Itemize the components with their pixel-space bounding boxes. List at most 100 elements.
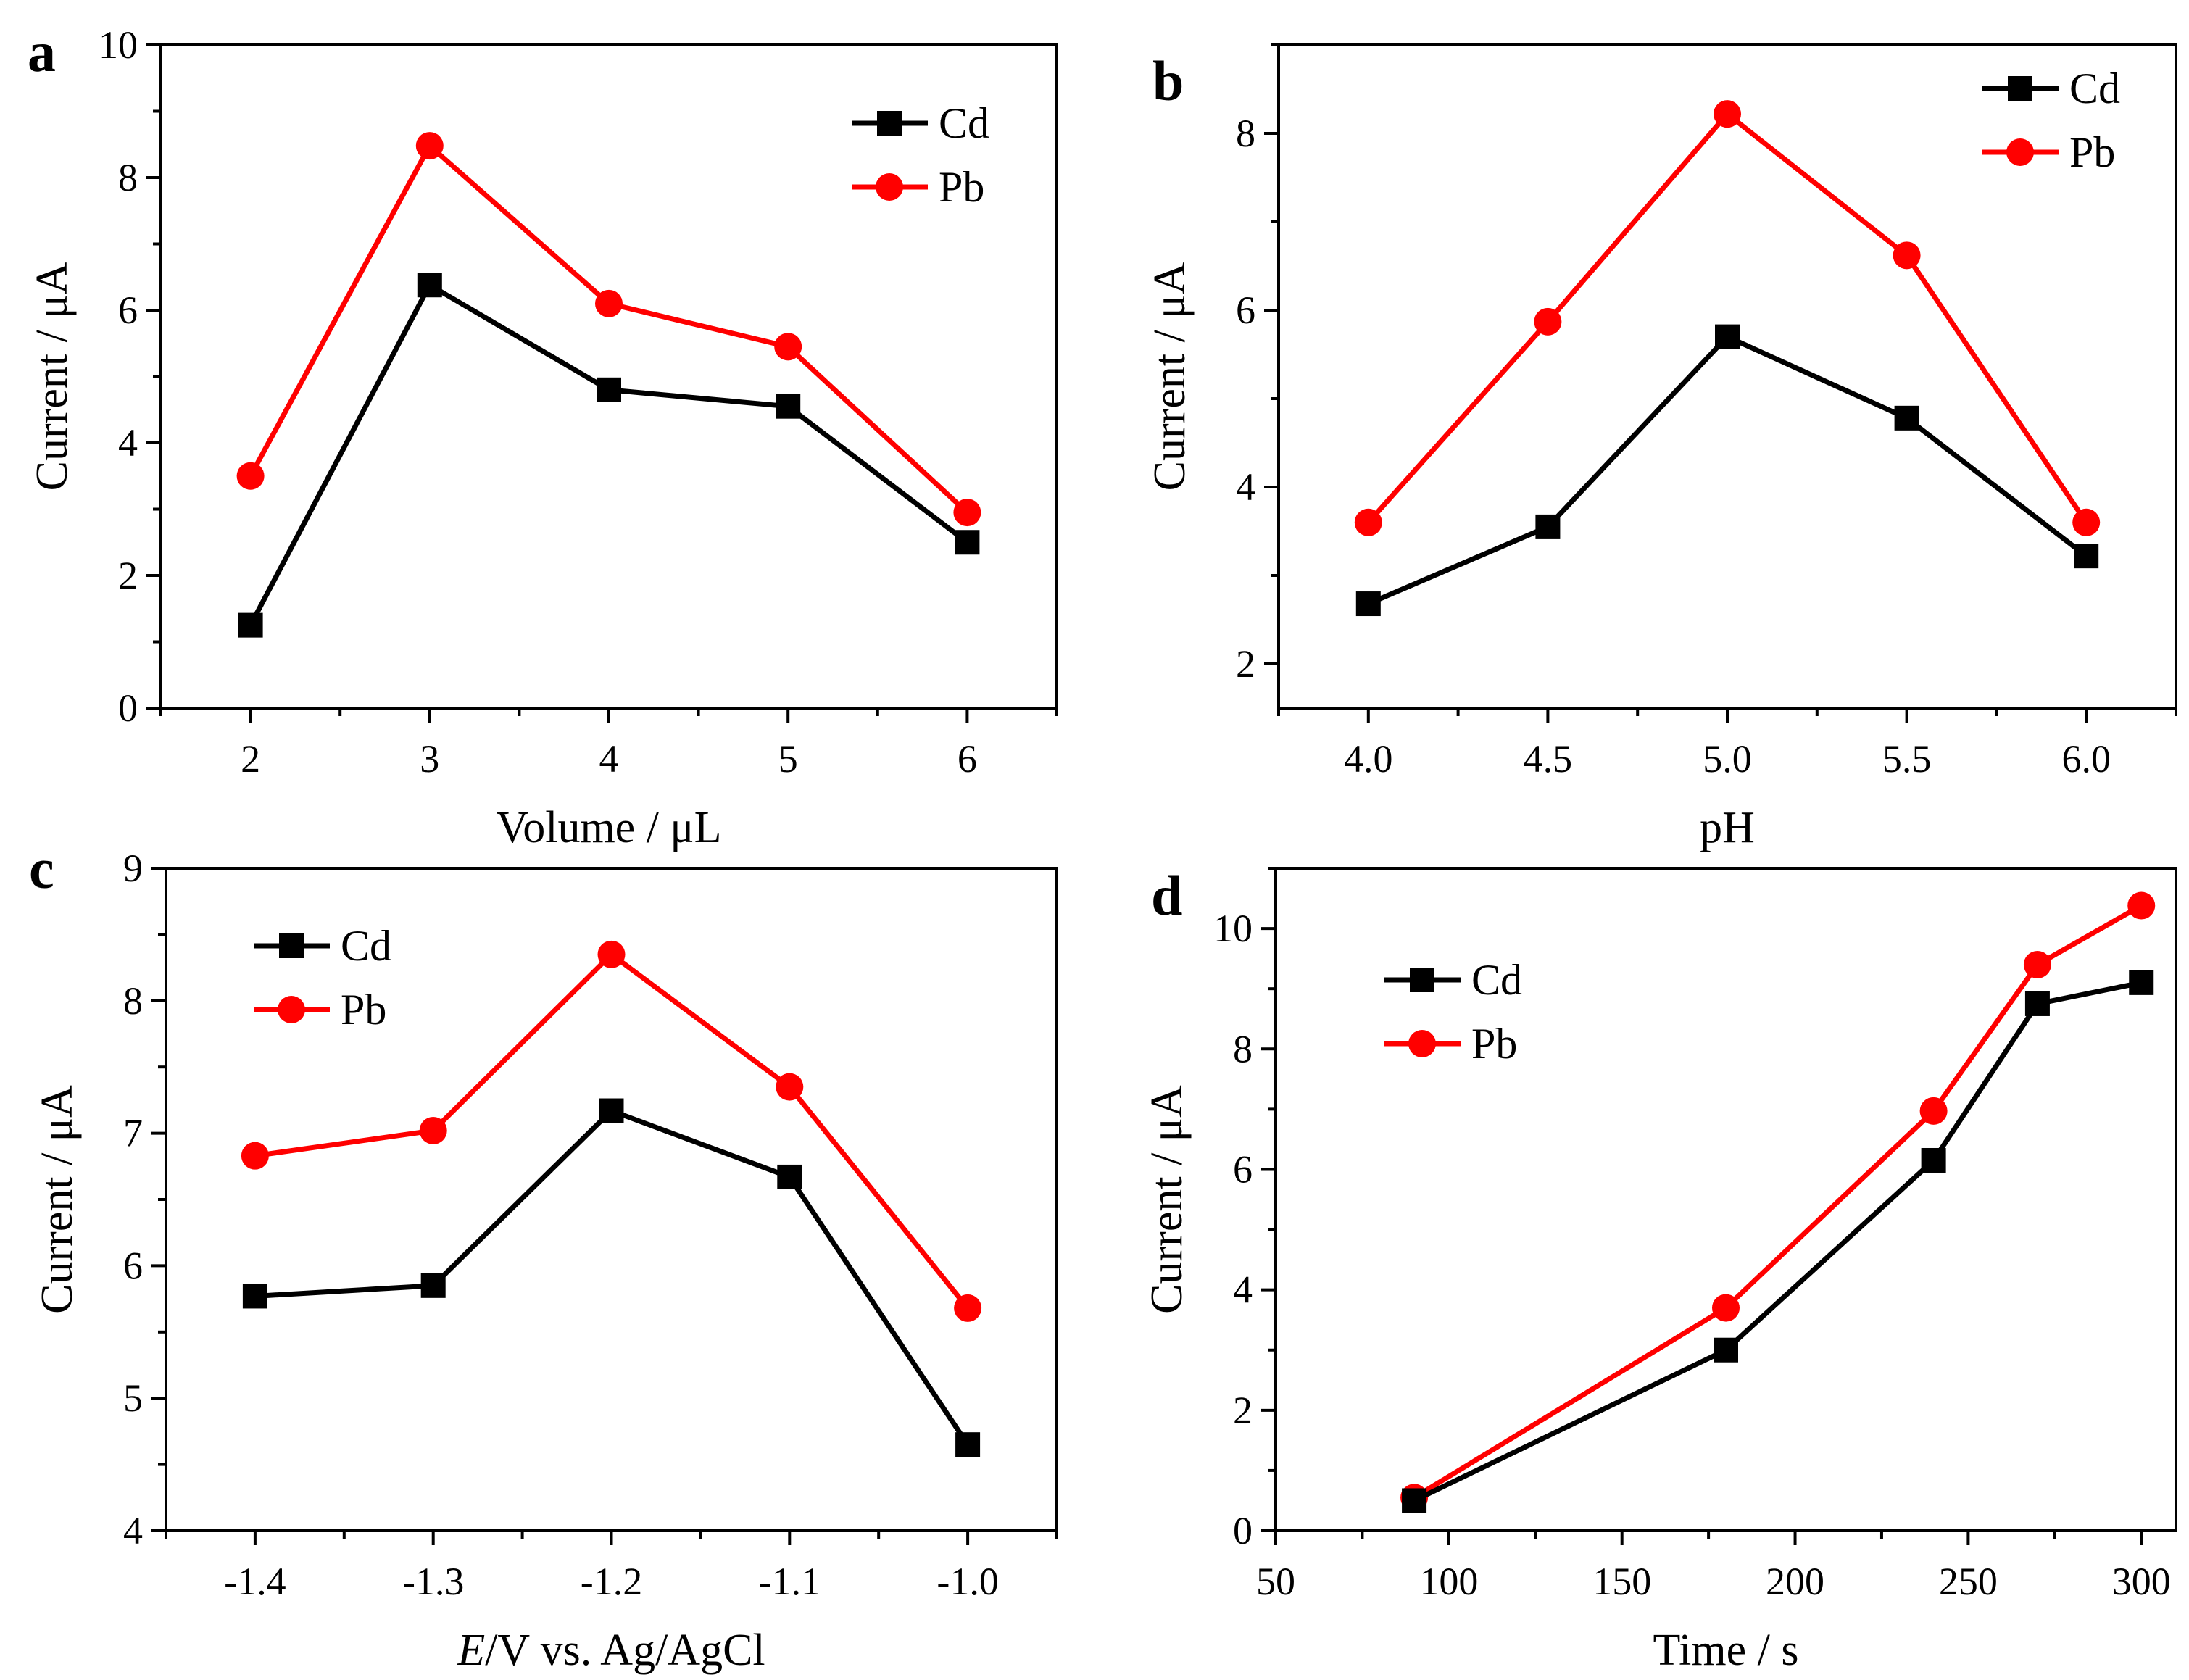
panel-letter: d xyxy=(1151,864,1182,927)
x-tick-label: -1.1 xyxy=(759,1560,821,1603)
x-tick-label: 50 xyxy=(1256,1560,1295,1603)
plot-frame xyxy=(159,43,1058,710)
data-point-pb xyxy=(954,1294,982,1322)
legend: Cd Pb xyxy=(1982,65,2120,176)
x-tick-label: 5 xyxy=(778,737,798,781)
legend-label-pb: Pb xyxy=(1471,1020,1517,1068)
data-point-cd xyxy=(1921,1147,1946,1173)
x-tick-label: 300 xyxy=(2112,1560,2171,1603)
y-tick-label: 6 xyxy=(1236,288,1255,332)
legend-label-cd: Cd xyxy=(341,922,391,970)
x-tick-label: 6 xyxy=(958,737,977,781)
legend: Cd Pb xyxy=(1384,956,1522,1068)
plot-frame xyxy=(1277,43,2177,710)
legend: Cd Pb xyxy=(852,99,989,211)
legend-label-pb: Pb xyxy=(341,986,386,1034)
x-tick-label: 4 xyxy=(599,737,619,781)
series-line-cd xyxy=(1413,980,2142,1503)
y-tick-label: 8 xyxy=(118,156,138,199)
y-tick-label: 4 xyxy=(1236,465,1255,509)
x-axis-title: E/V vs. Ag/AgCl xyxy=(457,1626,765,1675)
y-tick-label: 6 xyxy=(123,1244,143,1287)
y-tick-label: 5 xyxy=(123,1376,143,1420)
data-point-pb xyxy=(241,1142,269,1170)
x-tick-label: 5.5 xyxy=(1882,737,1932,781)
y-tick-label: 8 xyxy=(123,979,143,1023)
legend-marker-pb xyxy=(2006,138,2034,166)
y-tick-label: 4 xyxy=(123,1509,143,1552)
y-tick-label: 10 xyxy=(99,23,138,67)
data-point-cd xyxy=(238,612,263,638)
data-point-cd xyxy=(1714,1337,1738,1363)
legend-label-pb: Pb xyxy=(2069,128,2115,176)
legend-label-cd: Cd xyxy=(1471,956,1522,1004)
y-axis-title: Current / μA xyxy=(33,1085,82,1314)
data-point-cd xyxy=(955,1432,981,1457)
legend-marker-pb xyxy=(1408,1030,1436,1057)
y-tick-label: 4 xyxy=(118,421,138,465)
legend-label-pb: Pb xyxy=(939,163,984,211)
x-tick-label: 150 xyxy=(1592,1560,1651,1603)
y-axis-title: Current / μA xyxy=(1145,262,1195,491)
y-tick-label: 4 xyxy=(1233,1268,1253,1312)
data-point-cd xyxy=(1715,324,1740,349)
x-axis-title-rest: /V vs. Ag/AgCl xyxy=(485,1626,765,1675)
data-point-pb xyxy=(1712,1294,1740,1322)
legend: Cd Pb xyxy=(254,922,391,1034)
y-tick-label: 0 xyxy=(118,686,138,730)
data-point-pb xyxy=(597,940,626,968)
x-axis-title-italic: E xyxy=(457,1626,485,1675)
data-point-pb xyxy=(419,1116,447,1144)
plot-frame xyxy=(1274,867,2177,1532)
chart-panel-c: -1.4 -1.3 -1.2 -1.1 -1.0 4 5 6 7 8 9 E/V vs. Ag/AgC… xyxy=(29,837,1058,1675)
data-point-cd xyxy=(1894,405,1919,431)
legend-marker-cd xyxy=(279,933,304,958)
series-line-cd xyxy=(248,282,969,627)
x-tick-label: 2 xyxy=(241,737,260,781)
panel-letter: a xyxy=(28,20,56,83)
data-point-pb xyxy=(595,289,623,317)
x-tick-label: 6.0 xyxy=(2061,737,2111,781)
data-point-cd xyxy=(1535,514,1561,539)
x-tick-label: 4.5 xyxy=(1524,737,1573,781)
data-point-pb xyxy=(776,1073,804,1101)
panel-letter: b xyxy=(1152,49,1184,112)
data-point-cd xyxy=(1355,591,1381,617)
data-point-pb xyxy=(2023,950,2051,978)
chart-panel-d: 50 100 150 200 250 300 0 2 4 6 8 10 Time / s Current … xyxy=(1142,864,2177,1675)
data-point-cd xyxy=(597,377,621,402)
data-point-cd xyxy=(599,1098,624,1123)
y-tick-label: 8 xyxy=(1236,112,1255,155)
data-point-cd xyxy=(242,1284,267,1309)
y-tick-label: 2 xyxy=(118,554,138,597)
data-point-pb xyxy=(1893,241,1921,270)
series-line-pb xyxy=(248,143,969,515)
x-tick-label: 200 xyxy=(1766,1560,1824,1603)
y-tick-label: 9 xyxy=(123,847,143,890)
legend-marker-cd xyxy=(2008,76,2032,101)
x-tick-label: -1.4 xyxy=(224,1560,286,1603)
y-axis-title: Current / μA xyxy=(1142,1085,1192,1314)
data-point-cd xyxy=(2129,970,2154,995)
x-tick-label: 4.0 xyxy=(1344,737,1393,781)
legend-label-cd: Cd xyxy=(939,99,989,147)
data-point-cd xyxy=(2074,544,2099,569)
data-point-cd xyxy=(776,394,801,419)
y-tick-label: 7 xyxy=(123,1112,143,1155)
x-axis-title: pH xyxy=(1700,803,1755,852)
legend-marker-pb xyxy=(278,996,305,1023)
data-point-pb xyxy=(953,499,981,527)
data-point-cd xyxy=(417,273,442,298)
data-point-pb xyxy=(1919,1097,1948,1125)
data-point-cd xyxy=(955,530,980,555)
data-point-cd xyxy=(1402,1488,1427,1513)
y-tick-label: 0 xyxy=(1233,1509,1253,1552)
data-point-pb xyxy=(415,132,444,160)
x-tick-label: 250 xyxy=(1939,1560,1998,1603)
chart-panel-b: 4.0 4.5 5.0 5.5 6.0 2 4 6 8 pH Current / μA b Cd Pb xyxy=(1145,43,2177,852)
y-tick-label: 10 xyxy=(1213,907,1253,950)
y-axis-title: Current / μA xyxy=(28,262,77,491)
data-point-pb xyxy=(1534,307,1562,336)
x-tick-label: 5.0 xyxy=(1703,737,1752,781)
